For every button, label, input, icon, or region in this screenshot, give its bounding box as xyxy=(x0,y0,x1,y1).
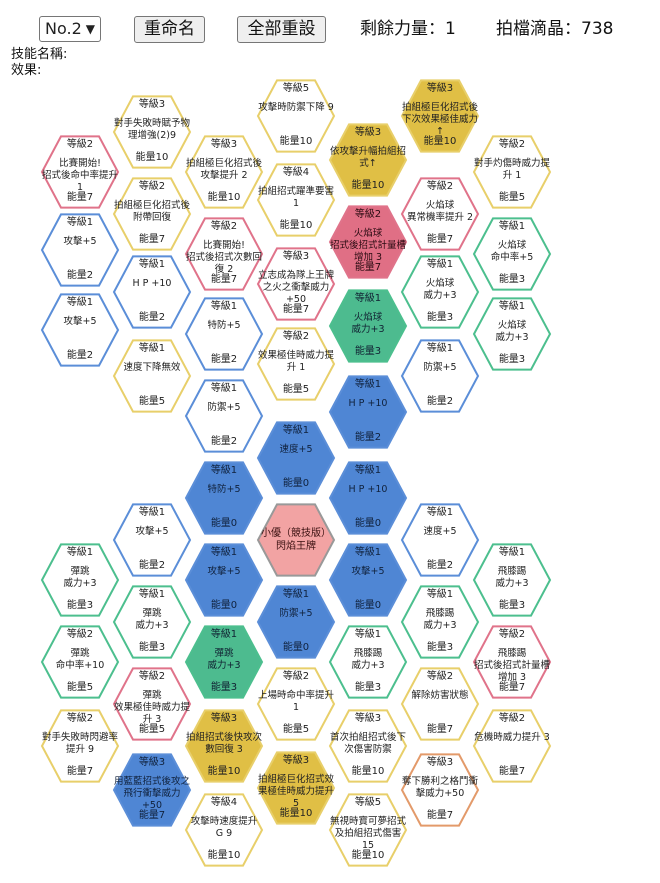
hex-node-n11[interactable] xyxy=(40,213,120,287)
hex-node-n12[interactable] xyxy=(184,217,264,291)
hex-node-n28[interactable] xyxy=(184,461,264,535)
hex-node-n45[interactable] xyxy=(256,667,336,741)
skill-effect-label: 效果: xyxy=(11,63,42,78)
partner-crystal-label: 拍檔滴晶：738 xyxy=(496,19,614,39)
hex-node-n48[interactable] xyxy=(184,709,264,783)
hex-node-n49[interactable] xyxy=(328,709,408,783)
remaining-power-label: 剩餘力量：1 xyxy=(360,19,456,39)
hex-node-n17[interactable] xyxy=(400,255,480,329)
hex-node-n14[interactable] xyxy=(472,217,552,291)
hex-node-n42[interactable] xyxy=(328,625,408,699)
hex-node-n34[interactable] xyxy=(184,543,264,617)
hex-node-n15[interactable] xyxy=(112,255,192,329)
hex-node-n51[interactable] xyxy=(112,753,192,827)
hex-node-n5[interactable] xyxy=(184,135,264,209)
hex-node-n32[interactable] xyxy=(400,503,480,577)
hex-node-n33[interactable] xyxy=(40,543,120,617)
hex-node-n13[interactable] xyxy=(328,205,408,279)
hex-node-n30[interactable] xyxy=(112,503,192,577)
hex-node-n1[interactable] xyxy=(112,95,192,169)
hex-node-n18[interactable] xyxy=(40,293,120,367)
hex-node-n50[interactable] xyxy=(472,709,552,783)
hex-node-n54[interactable] xyxy=(184,793,264,867)
hex-node-n23[interactable] xyxy=(256,327,336,401)
hex-node-n21[interactable] xyxy=(472,297,552,371)
hex-node-n27[interactable] xyxy=(256,421,336,495)
hex-node-n10[interactable] xyxy=(400,177,480,251)
hex-node-n37[interactable] xyxy=(112,585,192,659)
hex-node-n26[interactable] xyxy=(328,375,408,449)
rename-button[interactable]: 重命名 xyxy=(134,16,205,43)
hex-node-n29[interactable] xyxy=(328,461,408,535)
hex-node-n8[interactable] xyxy=(112,177,192,251)
chevron-down-icon: ▼ xyxy=(85,22,95,36)
preset-select-value: No.2 xyxy=(45,19,82,38)
skill-name-label: 技能名稱: xyxy=(11,47,68,62)
hex-node-n20[interactable] xyxy=(328,289,408,363)
hex-node-n25[interactable] xyxy=(184,379,264,453)
hex-node-n47[interactable] xyxy=(40,709,120,783)
hex-node-n39[interactable] xyxy=(400,585,480,659)
hex-node-n22[interactable] xyxy=(112,339,192,413)
hex-node-n52[interactable] xyxy=(256,751,336,825)
hex-node-n7[interactable] xyxy=(472,135,552,209)
hex-node-n41[interactable] xyxy=(184,625,264,699)
hex-node-n46[interactable] xyxy=(400,667,480,741)
hex-node-n9[interactable] xyxy=(256,163,336,237)
top-toolbar: No.2 ▼ 重命名 全部重設 剩餘力量：1 拍檔滴晶：738 xyxy=(0,0,660,44)
hex-node-n38[interactable] xyxy=(256,585,336,659)
hex-node-n35[interactable] xyxy=(328,543,408,617)
preset-select[interactable]: No.2 ▼ xyxy=(39,16,101,42)
reset-all-button[interactable]: 全部重設 xyxy=(237,16,326,43)
hex-node-n31[interactable] xyxy=(256,503,336,577)
hex-node-n2[interactable] xyxy=(256,79,336,153)
hex-node-n19[interactable] xyxy=(184,297,264,371)
hex-node-n40[interactable] xyxy=(40,625,120,699)
hex-node-n36[interactable] xyxy=(472,543,552,617)
hex-node-n3[interactable] xyxy=(400,79,480,153)
hex-node-n43[interactable] xyxy=(472,625,552,699)
hex-node-n44[interactable] xyxy=(112,667,192,741)
hex-node-n4[interactable] xyxy=(40,135,120,209)
hex-node-n16[interactable] xyxy=(256,247,336,321)
hex-node-n53[interactable] xyxy=(400,753,480,827)
hex-node-n6[interactable] xyxy=(328,123,408,197)
hex-node-n24[interactable] xyxy=(400,339,480,413)
hex-node-n55[interactable] xyxy=(328,793,408,867)
